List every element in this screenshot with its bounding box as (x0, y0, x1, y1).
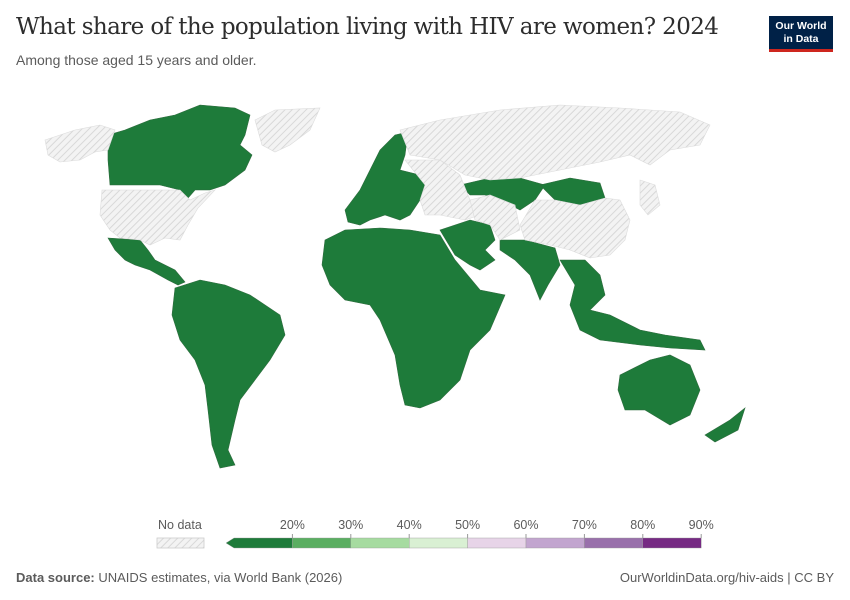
country-region[interactable]: Japan & Korea (639, 179, 661, 216)
legend-tick-label: 60% (513, 518, 538, 532)
legend-bin[interactable] (642, 537, 702, 549)
country-region[interactable]: Eastern Europe & Turkey (404, 159, 481, 221)
legend-tick-label: 20% (280, 518, 305, 532)
legend-tick-label: 30% (338, 518, 363, 532)
legend-bin[interactable] (292, 537, 351, 549)
legend-bin[interactable] (350, 537, 410, 549)
legend-tick-label: 70% (572, 518, 597, 532)
country-region[interactable]: South Asia (499, 239, 561, 301)
owid-logo[interactable]: Our World in Data (769, 16, 833, 52)
data-source: Data source: UNAIDS estimates, via World… (16, 570, 342, 585)
country-region[interactable]: Iran & Turkmenistan (469, 194, 521, 241)
country-region[interactable]: Southeast Asia (559, 259, 706, 351)
legend-bin[interactable] (225, 537, 293, 549)
legend-tick-label: 80% (630, 518, 655, 532)
legend-no-data-label: No data (158, 518, 202, 532)
country-region[interactable]: Alaska (44, 124, 116, 163)
legend-bin[interactable] (525, 537, 585, 549)
legend-tick-label: 90% (689, 518, 714, 532)
country-region[interactable]: Middle East (439, 219, 496, 271)
country-region[interactable]: Canada & Greenland-adjacent Arctic (107, 104, 253, 199)
logo-line-1: Our World (775, 20, 827, 32)
country-region[interactable]: China (519, 197, 631, 259)
data-source-text: UNAIDS estimates, via World Bank (2026) (94, 570, 343, 585)
legend-tick-label: 50% (455, 518, 480, 532)
world-map: Canada & Greenland-adjacent Arctic Mexico… (44, 104, 746, 469)
legend-bin[interactable] (584, 537, 644, 549)
country-region[interactable]: United States (99, 189, 216, 246)
legend-no-data-swatch (156, 537, 205, 549)
chart-title: What share of the population living with… (16, 14, 719, 40)
legend-tick-label: 40% (397, 518, 422, 532)
country-region[interactable]: Africa (321, 227, 506, 409)
legend-bin[interactable] (467, 537, 527, 549)
country-region[interactable]: Mexico & Central America (107, 237, 186, 286)
country-region[interactable]: Greenland (254, 107, 321, 153)
logo-line-2: in Data (783, 33, 819, 45)
data-source-label: Data source: (16, 570, 95, 585)
legend-bin[interactable] (409, 537, 468, 549)
legend: No data 20% 30% 40% 50% 60% 70% 80% 90% (156, 518, 714, 549)
source-url[interactable]: OurWorldinData.org/hiv-aids | CC BY (619, 570, 834, 585)
country-region[interactable]: Australia & New Zealand (617, 354, 746, 443)
chart-subtitle: Among those aged 15 years and older. (16, 52, 257, 68)
country-region[interactable]: Russia (399, 104, 711, 181)
country-region[interactable]: South America (171, 279, 286, 469)
